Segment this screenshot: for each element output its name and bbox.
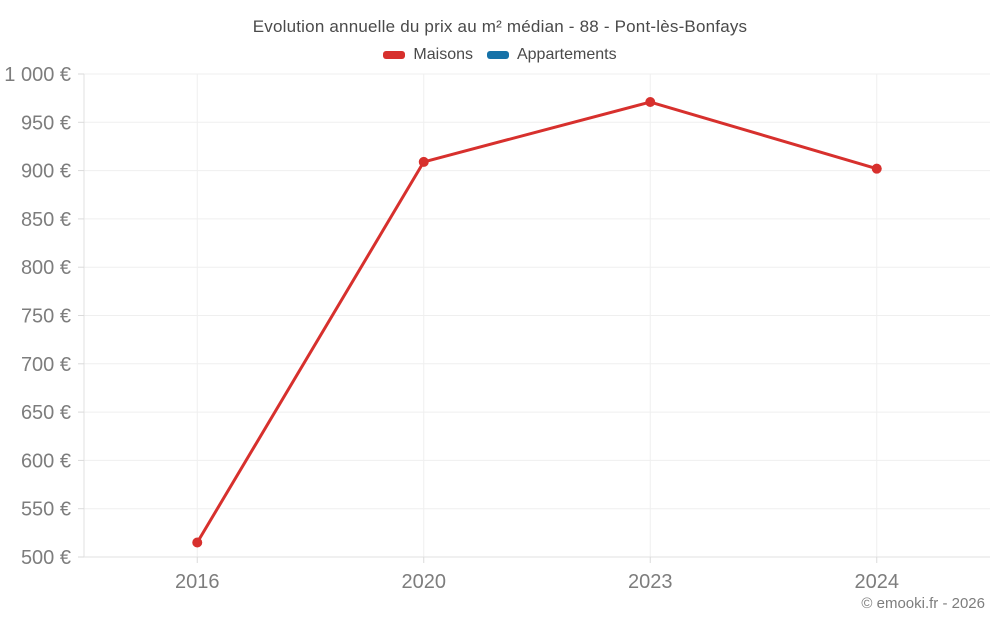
y-tick-label: 500 € — [21, 547, 71, 569]
y-tick-label: 900 € — [21, 161, 71, 183]
appartements-swatch-icon — [486, 51, 509, 59]
data-point-maisons-2016[interactable] — [192, 537, 203, 548]
footer-credit: © emooki.fr - 2026 — [861, 595, 985, 612]
x-tick-label: 2024 — [855, 571, 900, 593]
y-tick-label: 600 € — [21, 450, 71, 472]
y-tick-label: 550 € — [21, 499, 71, 521]
y-tick-label: 850 € — [21, 209, 71, 231]
x-tick-label: 2023 — [628, 571, 673, 593]
chart-legend: Maisons Appartements — [0, 46, 1000, 64]
y-tick-label: 650 € — [21, 402, 71, 424]
data-point-maisons-2024[interactable] — [871, 163, 882, 174]
legend-label-maisons: Maisons — [413, 46, 473, 63]
y-tick-label: 1 000 € — [4, 64, 71, 86]
x-tick-label: 2020 — [402, 571, 447, 593]
series-line-maisons — [195, 100, 879, 545]
legend-item-maisons[interactable]: Maisons — [383, 46, 473, 64]
y-tick-label: 800 € — [21, 257, 71, 279]
data-point-maisons-2020[interactable] — [418, 156, 429, 167]
y-tick-label: 950 € — [21, 112, 71, 134]
y-tick-label: 700 € — [21, 354, 71, 376]
maisons-swatch-icon — [383, 51, 406, 59]
x-tick-label: 2016 — [175, 571, 220, 593]
chart-title: Evolution annuelle du prix au m² médian … — [252, 17, 748, 36]
y-tick-label: 750 € — [21, 306, 71, 328]
data-point-maisons-2023[interactable] — [645, 97, 656, 108]
legend-label-appartements: Appartements — [516, 46, 617, 63]
legend-item-appartements[interactable]: Appartements — [486, 46, 617, 64]
